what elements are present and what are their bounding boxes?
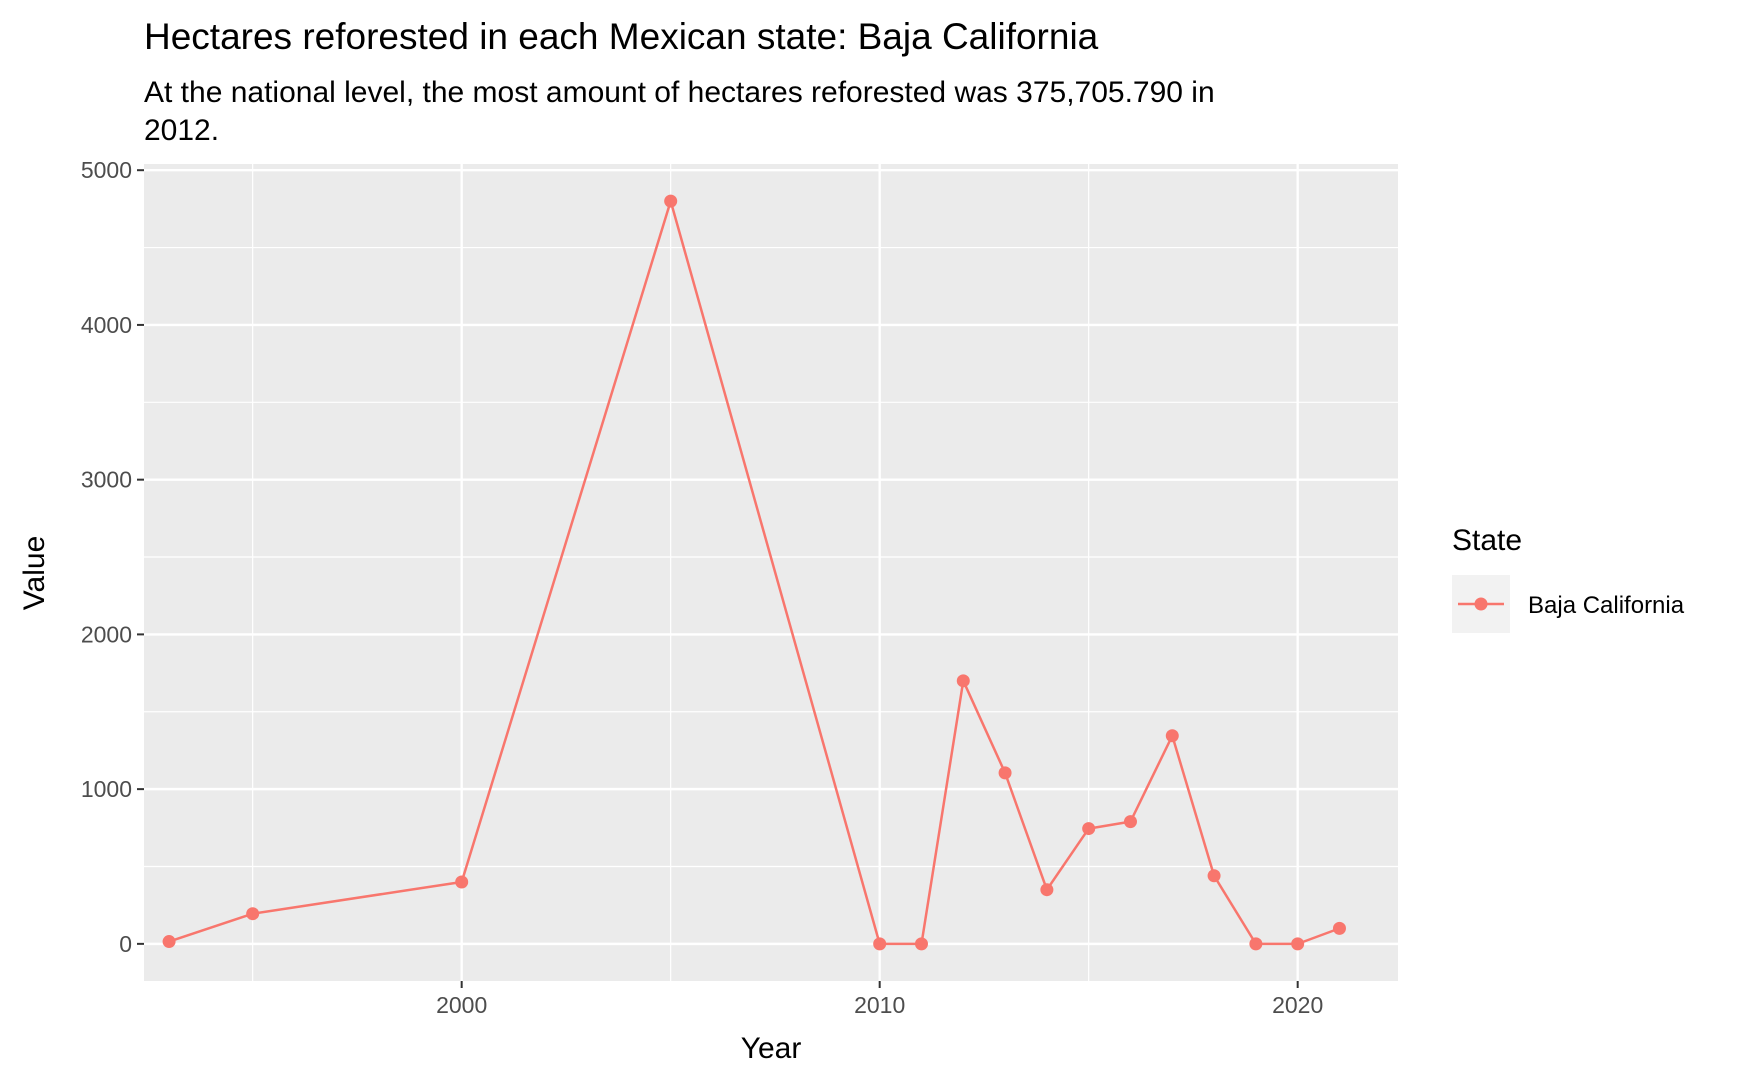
legend-title: State [1452,524,1522,557]
data-point [873,937,887,951]
data-point [956,674,970,688]
plot-panel [144,164,1398,981]
data-point [914,937,928,951]
chart-subtitle-line-2: 2012. [144,114,219,147]
y-tick-label: 1000 [81,776,132,802]
x-tick-label: 2020 [1272,992,1323,1018]
axis-ticks [137,169,1299,988]
data-point [246,907,260,921]
x-axis-title: Year [741,1032,802,1065]
data-point [1082,822,1096,836]
y-tick-label: 4000 [81,312,132,338]
data-point [1040,883,1054,897]
legend-key-point [1474,597,1488,611]
legend-label-baja-california: Baja California [1528,592,1685,619]
series-layer [162,194,1346,951]
y-axis-title: Value [18,536,51,611]
data-point [1207,869,1221,883]
legend: State Baja California [1452,524,1685,633]
x-tick-label: 2010 [854,992,905,1018]
chart-title: Hectares reforested in each Mexican stat… [144,16,1099,57]
y-tick-label: 5000 [81,157,132,183]
data-point [162,935,176,949]
chart-subtitle-line-1: At the national level, the most amount o… [144,76,1215,109]
x-tick-label: 2000 [436,992,487,1018]
series-line-baja-california [168,199,1340,946]
data-point [664,194,678,208]
data-point [1291,937,1305,951]
major-gridlines [144,164,1398,981]
data-point [455,875,469,889]
y-tick-label: 3000 [81,467,132,493]
y-tick-label: 2000 [81,621,132,647]
y-tick-label: 0 [119,931,132,957]
data-point [1249,937,1263,951]
data-point [1332,921,1346,935]
tick-labels: 2000 2010 2020 0 1000 2000 3000 4000 5000 [81,157,1323,1018]
data-point [1165,729,1179,743]
data-point [1123,815,1137,829]
data-point [998,766,1012,780]
